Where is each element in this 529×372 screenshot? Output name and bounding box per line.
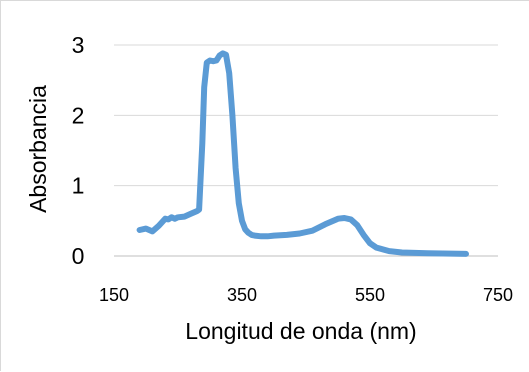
x-tick-label: 550 xyxy=(355,285,385,305)
y-tick-label: 1 xyxy=(72,173,85,199)
y-axis-title: Absorbancia xyxy=(25,85,51,213)
y-tick-label: 3 xyxy=(72,32,85,58)
x-tick-labels: 150 350 550 750 xyxy=(99,285,513,305)
x-tick-label: 150 xyxy=(99,285,129,305)
y-tick-labels: 0 1 2 3 xyxy=(72,32,85,269)
x-axis-title: Longitud de onda (nm) xyxy=(185,318,416,344)
x-tick-label: 750 xyxy=(483,285,513,305)
gridlines xyxy=(114,44,498,257)
y-tick-label: 2 xyxy=(72,102,85,128)
x-tick-label: 350 xyxy=(227,285,257,305)
absorbance-series-line xyxy=(136,50,469,257)
y-tick-label: 0 xyxy=(72,243,85,269)
